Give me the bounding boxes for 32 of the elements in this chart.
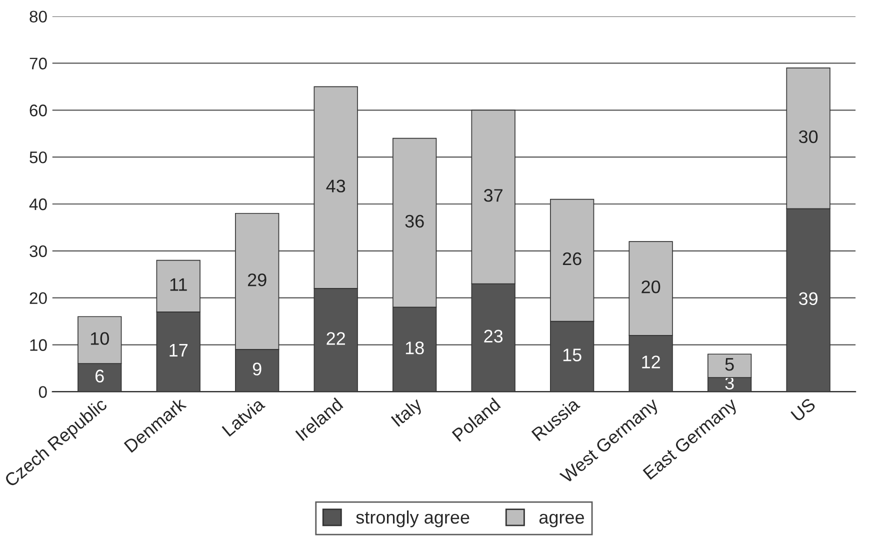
data-label: 29 xyxy=(248,273,266,286)
data-label: 39 xyxy=(798,292,818,306)
y-tick-label: 40 xyxy=(29,198,47,210)
data-label: 43 xyxy=(326,180,346,192)
x-tick-label: Italy xyxy=(390,396,426,430)
data-label: 18 xyxy=(406,342,424,354)
y-tick-label: 70 xyxy=(30,58,47,70)
data-label: 37 xyxy=(484,189,502,202)
y-tick-label: 0 xyxy=(38,386,47,398)
y-tick-label: 30 xyxy=(30,245,47,258)
data-label: 17 xyxy=(170,344,188,356)
data-label: 30 xyxy=(798,130,818,144)
data-label: 23 xyxy=(484,330,503,343)
data-label: 11 xyxy=(170,278,187,291)
y-tick-label: 10 xyxy=(30,339,47,351)
data-label: 6 xyxy=(96,370,104,382)
data-label: 22 xyxy=(326,332,345,345)
y-tick-label: 20 xyxy=(30,292,47,304)
data-label: 5 xyxy=(725,358,734,371)
y-tick-label: 60 xyxy=(30,104,47,116)
data-label: 26 xyxy=(562,252,582,266)
data-label: 20 xyxy=(642,280,660,294)
legend-label: strongly agree xyxy=(356,510,470,528)
data-label: 10 xyxy=(90,332,109,345)
data-label: 15 xyxy=(563,348,582,362)
y-tick-label: 50 xyxy=(30,151,47,164)
data-label: 12 xyxy=(642,356,660,368)
legend-label: agree xyxy=(539,514,584,528)
x-tick-label: US xyxy=(790,397,816,422)
y-tick-label: 80 xyxy=(30,10,47,23)
data-label: 36 xyxy=(405,214,424,228)
data-label: 9 xyxy=(252,362,262,376)
